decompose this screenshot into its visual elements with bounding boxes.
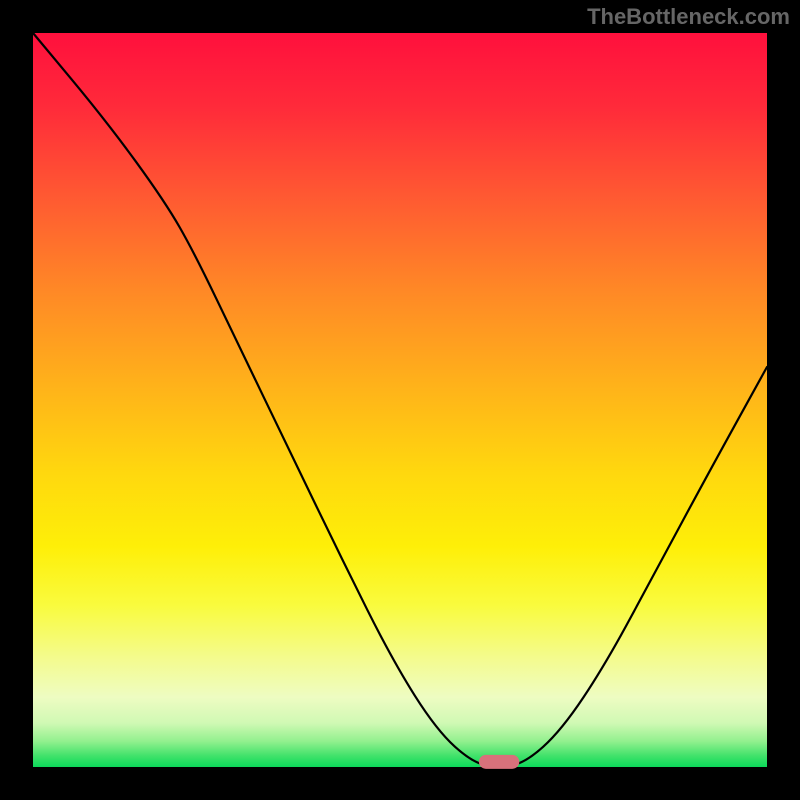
chart-container: TheBottleneck.com <box>0 0 800 800</box>
watermark-text: TheBottleneck.com <box>587 4 790 30</box>
bottleneck-chart <box>0 0 800 800</box>
